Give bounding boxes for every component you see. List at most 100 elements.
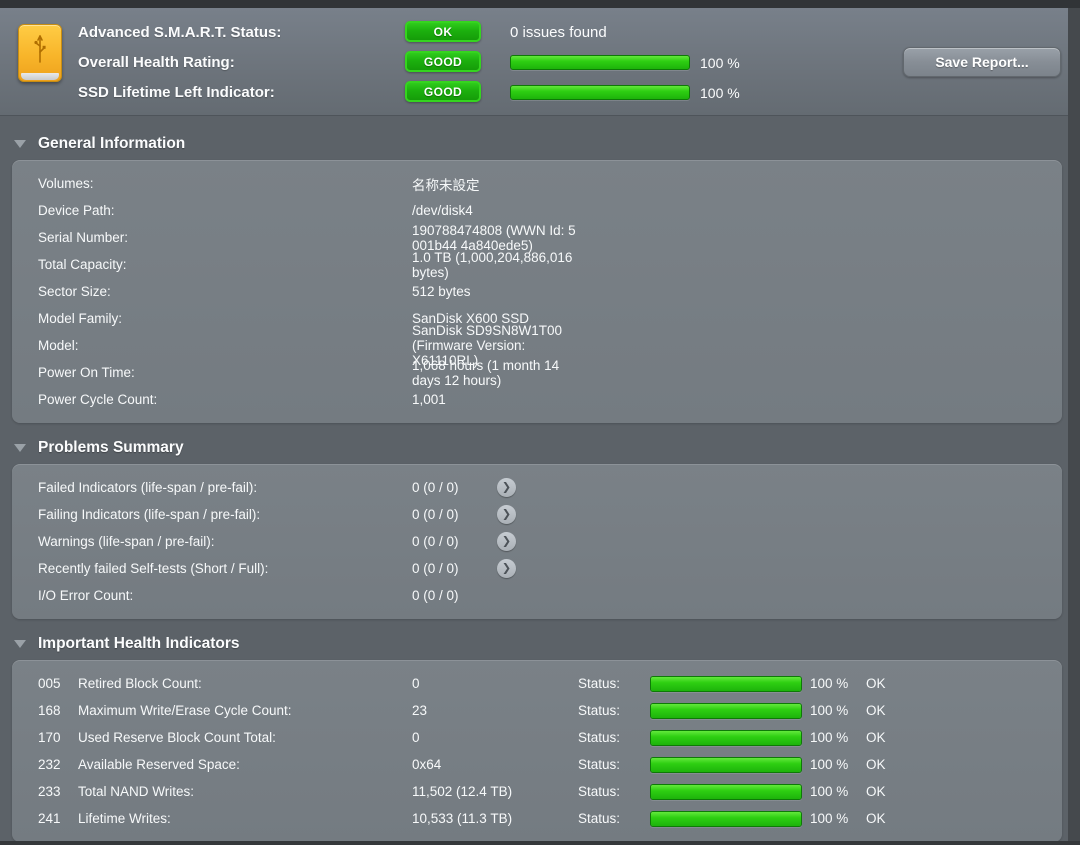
- health-rating-percent: 100 %: [700, 55, 740, 71]
- drive-icon-base: [21, 73, 59, 80]
- section-title: Problems Summary: [38, 439, 184, 456]
- status-percent: 100 %: [810, 811, 849, 826]
- info-label: Model Family:: [38, 311, 123, 326]
- info-row: Device Path: /dev/disk4: [12, 197, 1062, 224]
- info-value: 名称未設定: [412, 177, 480, 193]
- attribute-label: Used Reserve Block Count Total:: [78, 730, 276, 745]
- attribute-id: 170: [38, 730, 61, 745]
- status-label: Status:: [578, 784, 621, 799]
- problem-label: Failing Indicators (life-span / pre-fail…: [38, 507, 261, 522]
- smart-status-label: Advanced S.M.A.R.T. Status:: [78, 24, 282, 41]
- attribute-label: Retired Block Count:: [78, 676, 202, 691]
- detail-arrow-button[interactable]: ❯: [497, 559, 516, 578]
- status-percent: 100 %: [810, 757, 849, 772]
- info-row: Sector Size: 512 bytes: [12, 278, 1062, 305]
- lifetime-left-percent: 100 %: [700, 85, 740, 101]
- health-row: 168 Maximum Write/Erase Cycle Count: 23 Sta…: [12, 697, 1062, 724]
- issues-found-text: 0 issues found: [510, 24, 607, 41]
- general-information-card: Volumes: 名称未設定 Device Path: /dev/disk4 Ser…: [12, 160, 1062, 423]
- attribute-label: Lifetime Writes:: [78, 811, 171, 826]
- status-label: Status:: [578, 757, 621, 772]
- status-percent: 100 %: [810, 703, 849, 718]
- problem-value: 0 (0 / 0): [412, 480, 459, 495]
- status-progressbar: [650, 756, 802, 773]
- status-progressbar: [650, 702, 802, 719]
- window-right-edge: [1068, 8, 1080, 845]
- health-rating-badge: GOOD: [405, 51, 481, 72]
- info-value: SanDisk SD9SN8W1T00 (Firmware Version: X…: [412, 323, 563, 368]
- usb-glyph: [34, 35, 46, 63]
- section-problems-summary[interactable]: Problems Summary: [0, 436, 1080, 460]
- section-general-information[interactable]: General Information: [0, 132, 1080, 156]
- problem-value: 0 (0 / 0): [412, 588, 459, 603]
- status-percent: 100 %: [810, 730, 849, 745]
- save-report-button[interactable]: Save Report...: [903, 47, 1061, 77]
- status-progressbar: [650, 675, 802, 692]
- attribute-label: Maximum Write/Erase Cycle Count:: [78, 703, 292, 718]
- smart-status-badge: OK: [405, 21, 481, 42]
- status-percent: 100 %: [810, 676, 849, 691]
- attribute-id: 168: [38, 703, 61, 718]
- health-row: 233 Total NAND Writes: 11,502 (12.4 TB) Sta…: [12, 778, 1062, 805]
- health-indicators-card: 005 Retired Block Count: 0 Status: 100 % OK 1…: [12, 660, 1062, 842]
- problem-label: Recently failed Self-tests (Short / Full…: [38, 561, 269, 576]
- info-row: Volumes: 名称未設定: [12, 170, 1062, 197]
- problem-value: 0 (0 / 0): [412, 534, 459, 549]
- info-value: 190788474808 (WWN Id: 5 001b44 4a840ede5…: [412, 222, 576, 253]
- section-title: General Information: [38, 135, 186, 152]
- status-label: Status:: [578, 811, 621, 826]
- status-progressbar: [650, 810, 802, 827]
- status-progressbar: [650, 783, 802, 800]
- window-top-edge: [0, 0, 1080, 8]
- disclosure-triangle-icon[interactable]: [14, 444, 26, 452]
- info-label: Power Cycle Count:: [38, 392, 158, 407]
- health-rating-progressbar: [510, 55, 690, 70]
- detail-arrow-button[interactable]: ❯: [497, 505, 516, 524]
- status-state: OK: [866, 730, 886, 745]
- disclosure-triangle-icon[interactable]: [14, 140, 26, 148]
- problem-row: Failed Indicators (life-span / pre-fail)…: [12, 474, 1062, 501]
- smart-status-header: Advanced S.M.A.R.T. Status: OK 0 issues …: [0, 8, 1080, 116]
- attribute-value: 0: [412, 676, 420, 691]
- attribute-value: 10,533 (11.3 TB): [412, 811, 513, 826]
- info-value: 512 bytes: [412, 284, 471, 299]
- lifetime-left-badge: GOOD: [405, 81, 481, 102]
- problem-row: I/O Error Count: 0 (0 / 0): [12, 582, 1062, 609]
- problems-summary-card: Failed Indicators (life-span / pre-fail)…: [12, 464, 1062, 619]
- attribute-id: 232: [38, 757, 61, 772]
- attribute-value: 23: [412, 703, 428, 718]
- info-label: Total Capacity:: [38, 257, 127, 272]
- info-row: Total Capacity: 1.0 TB (1,000,204,886,016…: [12, 250, 1062, 280]
- disclosure-triangle-icon[interactable]: [14, 640, 26, 648]
- status-label: Status:: [578, 676, 621, 691]
- info-label: Serial Number:: [38, 230, 129, 245]
- attribute-label: Available Reserved Space:: [78, 757, 240, 772]
- section-title: Important Health Indicators: [38, 635, 240, 652]
- problem-row: Warnings (life-span / pre-fail): 0 (0 / 0…: [12, 528, 1062, 555]
- status-state: OK: [866, 784, 886, 799]
- section-important-health-indicators[interactable]: Important Health Indicators: [0, 632, 1080, 656]
- status-state: OK: [866, 676, 886, 691]
- info-label: Device Path:: [38, 203, 115, 218]
- info-value: 1,068 hours (1 month 14 days 12 hours): [412, 357, 560, 388]
- attribute-id: 005: [38, 676, 61, 691]
- problem-label: Warnings (life-span / pre-fail):: [38, 534, 215, 549]
- info-value: /dev/disk4: [412, 203, 473, 218]
- health-row: 232 Available Reserved Space: 0x64 Status: 1…: [12, 751, 1062, 778]
- main-content: General Information Volumes: 名称未設定 Device…: [0, 117, 1080, 845]
- detail-arrow-button[interactable]: ❯: [497, 532, 516, 551]
- problem-label: Failed Indicators (life-span / pre-fail)…: [38, 480, 258, 495]
- info-label: Volumes:: [38, 176, 94, 191]
- problem-value: 0 (0 / 0): [412, 507, 459, 522]
- info-label: Power On Time:: [38, 365, 135, 380]
- attribute-value: 11,502 (12.4 TB): [412, 784, 513, 799]
- info-row: Model Family: SanDisk X600 SSD: [12, 305, 1062, 332]
- external-drive-icon: [18, 24, 62, 82]
- attribute-value: 0x64: [412, 757, 442, 772]
- attribute-value: 0: [412, 730, 420, 745]
- detail-arrow-button[interactable]: ❯: [497, 478, 516, 497]
- info-value: 1,001: [412, 392, 446, 407]
- problem-value: 0 (0 / 0): [412, 561, 459, 576]
- status-label: Status:: [578, 730, 621, 745]
- health-row: 005 Retired Block Count: 0 Status: 100 % OK: [12, 670, 1062, 697]
